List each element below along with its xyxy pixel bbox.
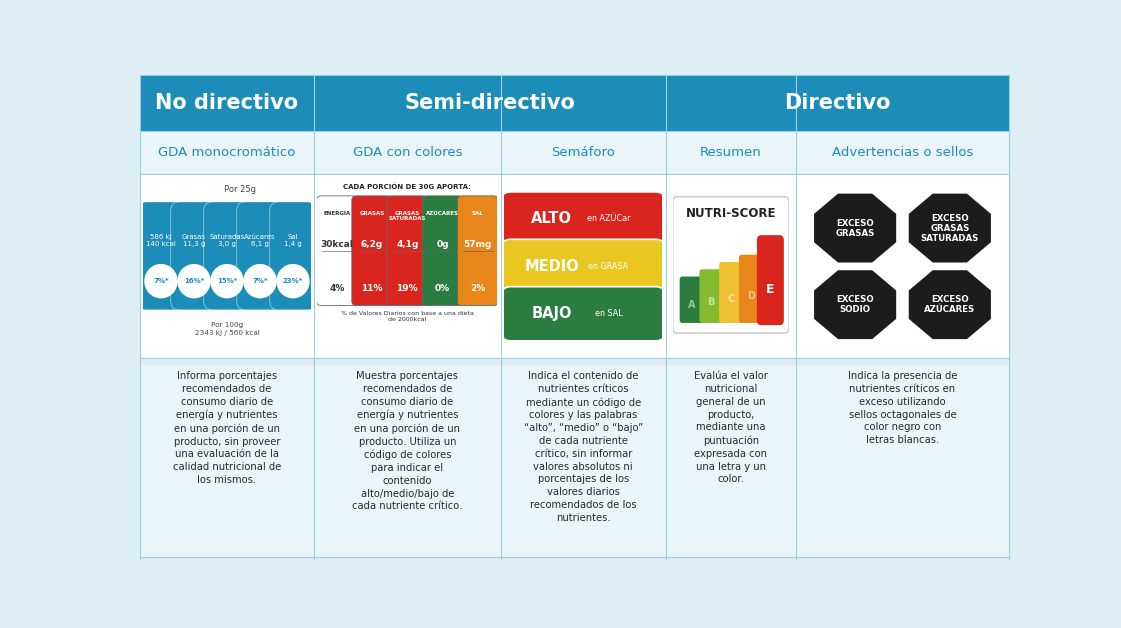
Text: Indica la presencia de
nutrientes críticos en
exceso utilizando
sellos octagonal: Indica la presencia de nutrientes crític… xyxy=(847,371,957,445)
Text: Muestra porcentajes
recomendados de
consumo diario de
energía y nutrientes
en un: Muestra porcentajes recomendados de cons… xyxy=(352,371,463,511)
FancyBboxPatch shape xyxy=(501,175,666,358)
FancyBboxPatch shape xyxy=(140,175,314,358)
Text: Semi-directivo: Semi-directivo xyxy=(405,93,575,113)
FancyBboxPatch shape xyxy=(666,75,1009,131)
FancyBboxPatch shape xyxy=(140,131,314,175)
Text: Indica el contenido de
nutrientes críticos
mediante un código de
colores y las p: Indica el contenido de nutrientes crític… xyxy=(524,371,642,522)
FancyBboxPatch shape xyxy=(501,131,666,175)
FancyBboxPatch shape xyxy=(796,365,1009,556)
FancyBboxPatch shape xyxy=(796,131,1009,175)
FancyBboxPatch shape xyxy=(140,75,314,131)
FancyBboxPatch shape xyxy=(666,365,796,556)
FancyBboxPatch shape xyxy=(140,365,314,556)
FancyBboxPatch shape xyxy=(314,175,501,358)
Text: Directivo: Directivo xyxy=(784,93,890,113)
Text: Advertencias o sellos: Advertencias o sellos xyxy=(832,146,973,160)
FancyBboxPatch shape xyxy=(501,365,666,556)
Text: GDA monocromático: GDA monocromático xyxy=(158,146,296,160)
FancyBboxPatch shape xyxy=(314,131,501,175)
Text: Semáforo: Semáforo xyxy=(552,146,615,160)
Text: No directivo: No directivo xyxy=(156,93,298,113)
Text: Evalúa el valor
nutricional
general de un
producto,
mediante una
puntuación
expr: Evalúa el valor nutricional general de u… xyxy=(694,371,768,484)
Text: Resumen: Resumen xyxy=(700,146,762,160)
FancyBboxPatch shape xyxy=(666,131,796,175)
FancyBboxPatch shape xyxy=(796,175,1009,358)
Text: GDA con colores: GDA con colores xyxy=(352,146,462,160)
FancyBboxPatch shape xyxy=(314,75,666,131)
Text: Informa porcentajes
recomendados de
consumo diario de
energía y nutrientes
en un: Informa porcentajes recomendados de cons… xyxy=(173,371,281,485)
FancyBboxPatch shape xyxy=(314,365,501,556)
FancyBboxPatch shape xyxy=(666,175,796,358)
